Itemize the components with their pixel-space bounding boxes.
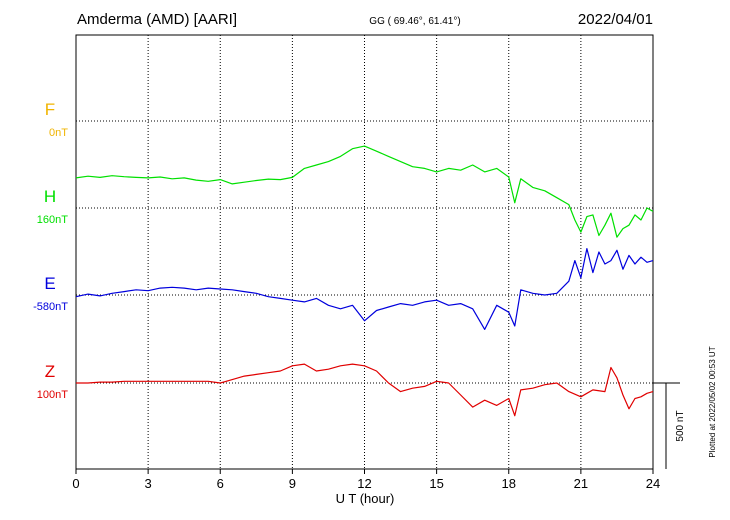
x-tick-label: 15 [429,476,443,491]
series-h-line [75,145,654,238]
scale-bar: 500 nT [653,382,686,469]
chart-date: 2022/04/01 [578,11,653,28]
plotted-timestamp: Plotted at 2022/05/02 00:53 UT [708,346,717,457]
series-z-baseline: 100nT [37,389,68,401]
x-axis-ticks: 0 3 6 9 12 15 18 21 24 [72,469,660,491]
x-tick-label: 9 [289,476,296,491]
series-z-line [76,363,654,417]
x-tick-label: 18 [502,476,516,491]
series-labels: F 0nT H 160nT E -580nT Z 100nT [33,100,68,401]
x-tick-label: 24 [646,476,660,491]
x-tick-label: 0 [72,476,79,491]
series-e-baseline: -580nT [33,301,68,313]
series-h-name: H [44,187,56,206]
grid-lines [76,35,653,469]
x-tick-label: 3 [145,476,152,491]
x-axis-label: U T (hour) [336,491,395,506]
x-tick-label: 21 [574,476,588,491]
data-series [75,145,654,417]
station-title: Amderma (AMD) [AARI] [77,11,237,28]
x-tick-label: 12 [357,476,371,491]
series-e-line [75,248,654,330]
series-f-name: F [45,100,55,119]
series-f-baseline: 0nT [49,127,68,139]
series-h-baseline: 160nT [37,214,68,226]
series-e-name: E [44,274,55,293]
x-tick-label: 6 [217,476,224,491]
series-z-name: Z [45,362,55,381]
station-coords: GG ( 69.46°, 61.41°) [369,16,460,27]
scale-bar-label: 500 nT [675,410,686,441]
